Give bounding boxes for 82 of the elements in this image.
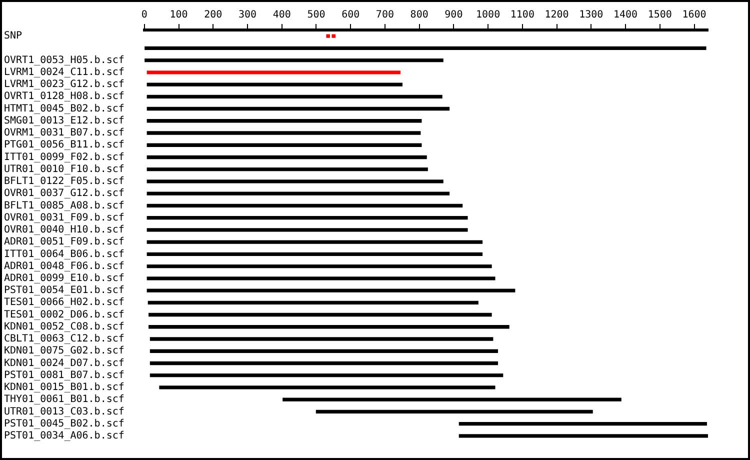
y-tick-label: PST01_0081_B07.b.scf: [4, 370, 124, 381]
bar: [316, 410, 593, 414]
x-tick-label: 100: [170, 10, 188, 21]
y-tick-label: OVR01_0040_H10.b.scf: [4, 224, 124, 236]
bar: [148, 325, 510, 329]
y-tick-label: PST01_0034_A06.b.scf: [4, 430, 124, 442]
y-tick-label: TES01_0066_H02.b.scf: [4, 297, 124, 308]
bar: [148, 312, 492, 317]
y-tick-label: SMG01_0013_E12.b.scf: [4, 115, 124, 126]
bar: [150, 337, 494, 341]
x-tick-label: 600: [342, 10, 360, 21]
y-tick-label: BFLT1_0122_F05.b.scf: [4, 176, 124, 188]
y-tick-label: KDN01_0015_B01.b.scf: [4, 382, 124, 394]
bar: [146, 106, 450, 111]
bar: [146, 288, 516, 292]
x-tick-label: 300: [238, 10, 257, 21]
bar: [148, 300, 478, 304]
bar: [146, 155, 427, 160]
bar: [146, 119, 422, 123]
bar: [146, 240, 483, 244]
y-tick-label: KDN01_0075_G02.b.scf: [4, 346, 124, 357]
bar: [150, 349, 498, 353]
y-tick-label: TES01_0002_D06.b.scf: [4, 309, 124, 320]
bar: [159, 386, 496, 390]
x-tick-label: 200: [204, 10, 222, 21]
y-tick-label: ITT01_0064_B06.b.scf: [4, 248, 124, 260]
y-tick-label: OVRT1_0128_H08.b.scf: [4, 91, 124, 102]
y-tick-label: BFLT1_0085_A08.b.scf: [4, 200, 124, 212]
y-tick-label: UTR01_0013_C03.b.scf: [4, 406, 124, 418]
y-tick-label: KDN01_0052_C08.b.scf: [4, 321, 124, 332]
y-tick-label: PST01_0045_B02.b.scf: [4, 418, 124, 430]
x-tick-label: 1000: [476, 10, 500, 21]
y-tick-label: ADR01_0051_F09.b.scf: [4, 236, 124, 248]
y-tick-label: LVRM1_0023_G12.b.scf: [4, 79, 124, 90]
y-tick-label: SNP: [4, 30, 22, 42]
x-tick-label: 1100: [510, 10, 534, 21]
y-tick-label: HTMT1_0045_B02.b.scf: [4, 103, 124, 114]
bar: [146, 131, 421, 135]
bar: [146, 264, 492, 268]
y-tick-label: OVRM1_0031_B07.b.scf: [4, 128, 124, 139]
y-tick-label: PST01_0054_E01.b.scf: [4, 285, 124, 296]
bar: [146, 276, 496, 280]
bar: [458, 434, 708, 438]
bar: [146, 143, 422, 147]
x-tick-label: 1600: [682, 10, 706, 21]
bar: [146, 204, 463, 208]
y-tick-label: KDN01_0024_D07.b.scf: [4, 358, 124, 369]
x-tick-label: 700: [376, 10, 394, 21]
x-tick-label: 800: [410, 10, 428, 21]
bar: [146, 228, 468, 232]
bar: [458, 422, 707, 426]
x-tick-label: 1400: [613, 10, 638, 21]
y-tick-label: LVRM1_0024_C11.b.scf: [4, 67, 124, 78]
bar: [146, 216, 468, 220]
y-tick-label: ADR01_0048_F06.b.scf: [4, 260, 124, 272]
y-tick-label: PTG01_0056_B11.b.scf: [4, 140, 124, 151]
bar: [144, 58, 444, 62]
bar: [146, 82, 402, 86]
bar: [146, 252, 483, 256]
bar: [282, 398, 622, 402]
y-tick-label: OVRT1_0053_H05.b.scf: [4, 54, 124, 66]
x-tick-label: 500: [307, 10, 326, 21]
x-tick-label: 1300: [579, 10, 604, 21]
y-tick-label: CBLT1_0063_C12.b.scf: [4, 334, 124, 345]
bar: [146, 192, 450, 196]
bar: [144, 46, 706, 50]
x-tick-label: 400: [272, 10, 291, 21]
y-tick-label: UTR01_0010_F10.b.scf: [4, 164, 124, 175]
y-tick-label: OVR01_0037_G12.b.scf: [4, 188, 124, 200]
x-tick-label: 1200: [544, 10, 569, 21]
bar: [146, 180, 444, 184]
bar: [146, 94, 442, 98]
x-tick-label: 1500: [648, 10, 672, 21]
x-tick-label: 0: [141, 10, 148, 21]
x-tick-label: 900: [444, 10, 463, 21]
y-tick-label: ITT01_0099_F02.b.scf: [4, 152, 124, 163]
bar: [150, 361, 498, 366]
bar: [146, 168, 428, 172]
y-tick-label: THY01_0061_B01.b.scf: [4, 394, 124, 406]
y-tick-label: OVR01_0031_F09.b.scf: [4, 212, 124, 224]
bar: [150, 374, 504, 378]
y-tick-label: ADR01_0099_E10.b.scf: [4, 273, 124, 284]
